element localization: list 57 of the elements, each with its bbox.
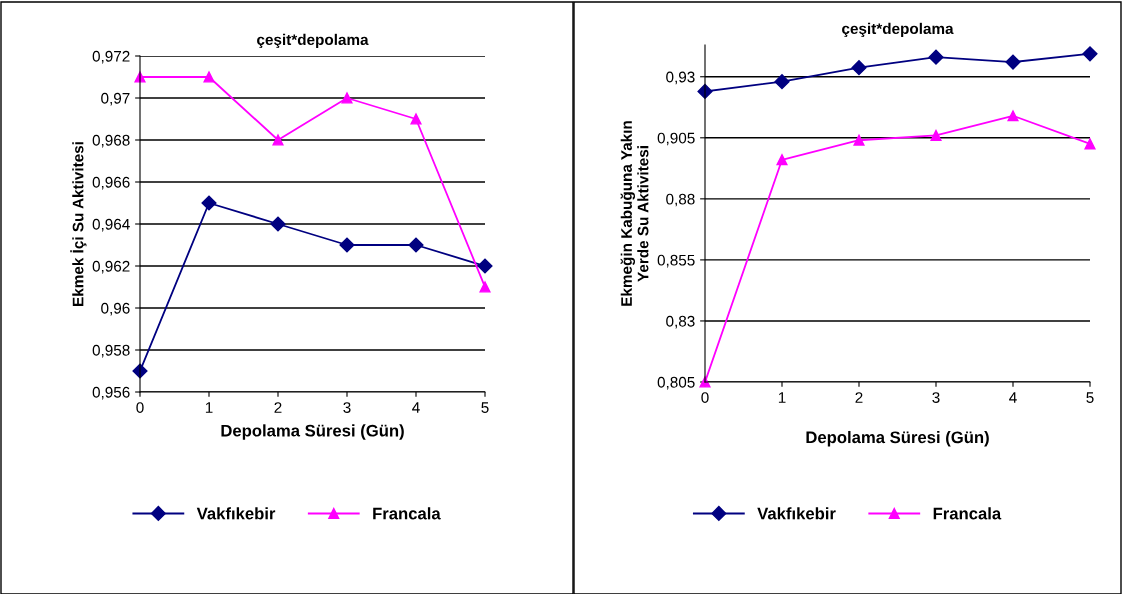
x-axis-title: Depolama Süresi (Gün)	[806, 430, 989, 447]
point	[410, 113, 422, 125]
y-tick-label: 0,96	[101, 302, 130, 316]
point	[203, 71, 215, 83]
point	[339, 237, 355, 253]
x-axis-title: Depolama Süresi (Gün)	[221, 424, 404, 440]
x-tick-label: 4	[1009, 392, 1017, 403]
x-tick-label: 0	[701, 392, 709, 403]
x-tick-label: 3	[343, 402, 351, 413]
x-tick-label: 1	[778, 392, 786, 403]
y-tick-label: 0,93	[666, 71, 695, 85]
y-tick-label: 0,972	[92, 50, 130, 64]
x-tick-label: 2	[855, 392, 863, 403]
y-axis-title: Ekmeğin Kabuğuna Yakın Yerde Su Aktivitesi	[620, 121, 649, 306]
point	[1007, 110, 1019, 122]
legend-label: Francala	[933, 507, 1002, 520]
x-tick-label: 4	[412, 402, 420, 413]
point	[1005, 54, 1021, 70]
legend-label: Francala	[373, 507, 441, 520]
y-tick-label: 0,956	[92, 386, 130, 400]
y-tick-label: 0,83	[666, 315, 695, 329]
x-tick-label: 0	[136, 402, 144, 413]
x-tick-label: 3	[932, 392, 940, 403]
point	[774, 74, 790, 90]
x-tick-label: 2	[274, 402, 282, 413]
y-tick-label: 0,958	[92, 344, 130, 358]
point	[479, 281, 491, 293]
chart-title: çeşit*depolama	[257, 33, 369, 49]
point	[851, 60, 867, 76]
legend-label: Vakfıkebir	[196, 507, 276, 520]
y-axis-title: Ekmek İçi Su Aktivitesi	[70, 142, 87, 306]
y-tick-label: 0,855	[657, 254, 695, 268]
chart-title: çeşit*depolama	[842, 22, 954, 38]
y-tick-label: 0,905	[657, 132, 695, 146]
y-tick-label: 0,964	[92, 218, 130, 232]
point	[270, 216, 286, 232]
point	[853, 134, 865, 146]
point	[477, 258, 493, 274]
point	[930, 129, 942, 141]
x-tick-label: 1	[205, 402, 213, 413]
y-tick-label: 0,966	[92, 176, 130, 190]
legend-label: Vakfıkebir	[757, 507, 836, 520]
point	[341, 92, 353, 104]
point	[272, 134, 284, 146]
point	[1082, 46, 1098, 62]
y-tick-label: 0,962	[92, 260, 130, 274]
x-tick-label: 5	[481, 402, 489, 413]
x-tick-label: 5	[1086, 392, 1094, 403]
y-tick-label: 0,805	[657, 376, 695, 390]
y-tick-label: 0,968	[92, 134, 130, 148]
point	[928, 49, 944, 65]
point	[201, 195, 217, 211]
point	[408, 237, 424, 253]
y-tick-label: 0,97	[101, 92, 130, 106]
point	[776, 154, 788, 166]
point	[1084, 138, 1096, 150]
y-tick-label: 0,88	[666, 193, 695, 207]
